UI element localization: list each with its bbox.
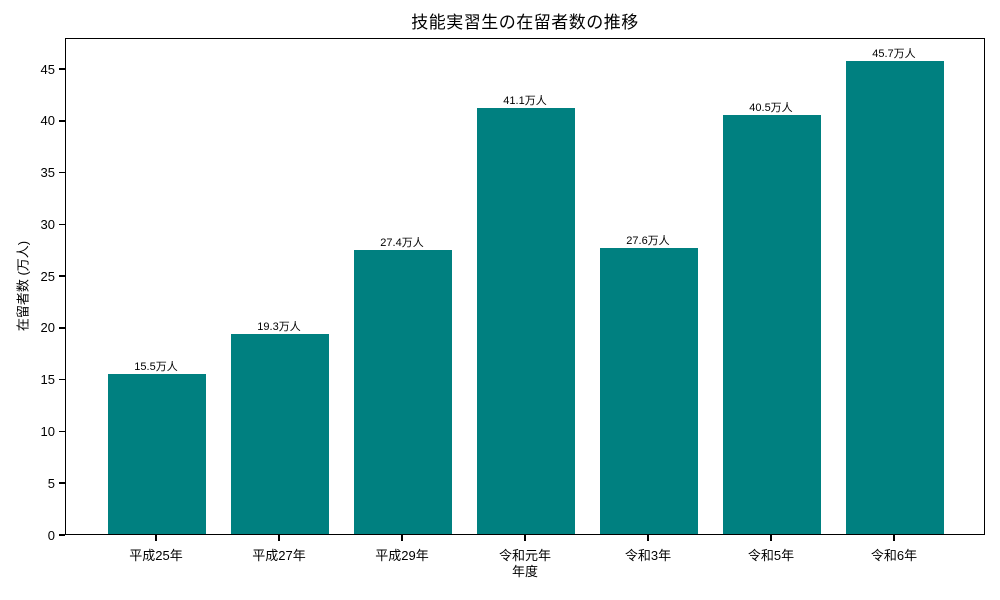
bar-value-label: 27.6万人 [626, 235, 670, 248]
y-tick-mark [59, 482, 65, 484]
bar [722, 114, 822, 534]
x-tick-label: 令和5年 [747, 548, 795, 563]
y-tick-mark [59, 378, 65, 381]
x-tick-mark [524, 535, 526, 541]
y-tick-label: 20 [40, 320, 55, 336]
x-tick-label: 平成25年 [129, 548, 183, 563]
bar [476, 108, 576, 534]
bar [353, 250, 453, 534]
y-tick-label: 40 [40, 113, 55, 129]
y-tick-mark [59, 327, 65, 329]
bar [230, 334, 330, 534]
y-tick-mark [59, 68, 65, 70]
bar-value-label: 41.1万人 [503, 95, 547, 108]
y-tick-mark [59, 430, 65, 433]
x-tick-label: 令和3年 [624, 548, 672, 563]
x-tick-mark [893, 535, 895, 541]
plot-area [65, 38, 985, 535]
x-tick-label: 令和元年 [498, 548, 552, 563]
x-tick-mark [647, 535, 649, 541]
y-tick-mark [59, 120, 65, 122]
bar [845, 60, 945, 534]
y-tick-mark [59, 171, 65, 174]
chart-title: 技能実習生の在留者数の推移 [411, 13, 639, 32]
bar-value-label: 15.5万人 [134, 360, 178, 373]
y-axis-label: 在留者数 (万人) [15, 240, 31, 332]
y-tick-mark [59, 275, 65, 277]
bar [107, 373, 207, 534]
y-tick-mark [59, 223, 65, 226]
y-tick-label: 15 [40, 372, 55, 388]
x-tick-label: 平成27年 [252, 548, 306, 563]
bar-value-label: 27.4万人 [380, 237, 424, 250]
y-tick-label: 5 [47, 475, 55, 491]
bar-value-label: 19.3万人 [257, 321, 301, 334]
bar-value-label: 45.7万人 [872, 47, 916, 60]
y-tick-label: 0 [47, 527, 55, 543]
y-tick-label: 35 [40, 165, 55, 181]
x-tick-mark [155, 535, 157, 541]
y-tick-label: 30 [40, 216, 55, 232]
x-axis-label: 年度 [511, 564, 538, 579]
x-tick-mark [278, 535, 280, 541]
bar [599, 248, 699, 534]
bar-value-label: 40.5万人 [749, 101, 793, 114]
y-tick-mark [59, 534, 65, 536]
x-tick-label: 平成29年 [375, 548, 429, 563]
y-tick-label: 10 [40, 423, 55, 439]
x-tick-mark [401, 535, 403, 541]
y-tick-label: 25 [40, 268, 55, 284]
y-tick-label: 45 [40, 61, 55, 77]
x-tick-label: 令和6年 [870, 548, 918, 563]
x-tick-mark [770, 535, 772, 541]
